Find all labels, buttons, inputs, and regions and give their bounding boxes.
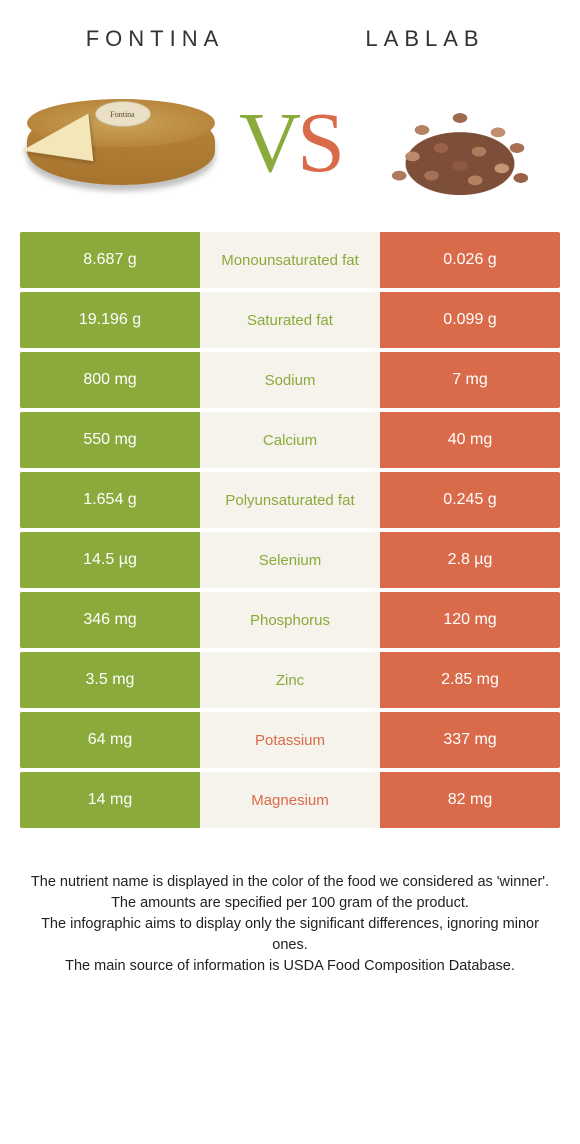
right-food-title: Lablab [290, 26, 560, 52]
nutrient-label: Phosphorus [200, 592, 380, 648]
table-row: 19.196 gSaturated fat0.099 g [20, 292, 560, 348]
table-row: 14 mgMagnesium82 mg [20, 772, 560, 828]
table-row: 3.5 mgZinc2.85 mg [20, 652, 560, 708]
table-row: 800 mgSodium7 mg [20, 352, 560, 408]
right-value: 0.026 g [380, 232, 560, 288]
nutrient-label: Monounsaturated fat [200, 232, 380, 288]
nutrient-table: 8.687 gMonounsaturated fat0.026 g19.196 … [0, 232, 580, 832]
vs-v: V [239, 94, 297, 190]
left-value: 8.687 g [20, 232, 200, 288]
footer-notes: The nutrient name is displayed in the co… [0, 832, 580, 977]
footer-line-3: The infographic aims to display only the… [28, 914, 552, 956]
left-value: 14 mg [20, 772, 200, 828]
nutrient-label: Potassium [200, 712, 380, 768]
left-value: 14.5 µg [20, 532, 200, 588]
nutrient-label: Magnesium [200, 772, 380, 828]
vs-s: S [297, 94, 341, 190]
left-value: 64 mg [20, 712, 200, 768]
right-food-image [349, 82, 570, 202]
right-value: 0.245 g [380, 472, 560, 528]
footer-line-1: The nutrient name is displayed in the co… [28, 872, 552, 893]
footer-line-2: The amounts are specified per 100 gram o… [28, 893, 552, 914]
nutrient-label: Sodium [200, 352, 380, 408]
nutrient-label: Calcium [200, 412, 380, 468]
table-row: 1.654 gPolyunsaturated fat0.245 g [20, 472, 560, 528]
vs-text: VS [231, 99, 349, 185]
left-value: 346 mg [20, 592, 200, 648]
beans-illustration [365, 82, 555, 202]
cheese-illustration: Fontina [21, 87, 221, 197]
right-value: 2.85 mg [380, 652, 560, 708]
right-value: 40 mg [380, 412, 560, 468]
right-value: 0.099 g [380, 292, 560, 348]
right-value: 82 mg [380, 772, 560, 828]
nutrient-label: Saturated fat [200, 292, 380, 348]
cheese-label: Fontina [95, 101, 151, 127]
nutrient-label: Polyunsaturated fat [200, 472, 380, 528]
right-value: 337 mg [380, 712, 560, 768]
left-value: 550 mg [20, 412, 200, 468]
table-row: 64 mgPotassium337 mg [20, 712, 560, 768]
hero-row: Fontina VS [0, 62, 580, 232]
table-row: 550 mgCalcium40 mg [20, 412, 560, 468]
right-value: 2.8 µg [380, 532, 560, 588]
left-value: 3.5 mg [20, 652, 200, 708]
left-value: 1.654 g [20, 472, 200, 528]
left-food-image: Fontina [10, 87, 231, 197]
left-value: 19.196 g [20, 292, 200, 348]
left-value: 800 mg [20, 352, 200, 408]
footer-line-4: The main source of information is USDA F… [28, 956, 552, 977]
table-row: 14.5 µgSelenium2.8 µg [20, 532, 560, 588]
left-food-title: Fontina [20, 26, 290, 52]
nutrient-label: Zinc [200, 652, 380, 708]
table-row: 346 mgPhosphorus120 mg [20, 592, 560, 648]
title-bar: Fontina Lablab [0, 0, 580, 62]
right-value: 7 mg [380, 352, 560, 408]
right-value: 120 mg [380, 592, 560, 648]
nutrient-label: Selenium [200, 532, 380, 588]
table-row: 8.687 gMonounsaturated fat0.026 g [20, 232, 560, 288]
